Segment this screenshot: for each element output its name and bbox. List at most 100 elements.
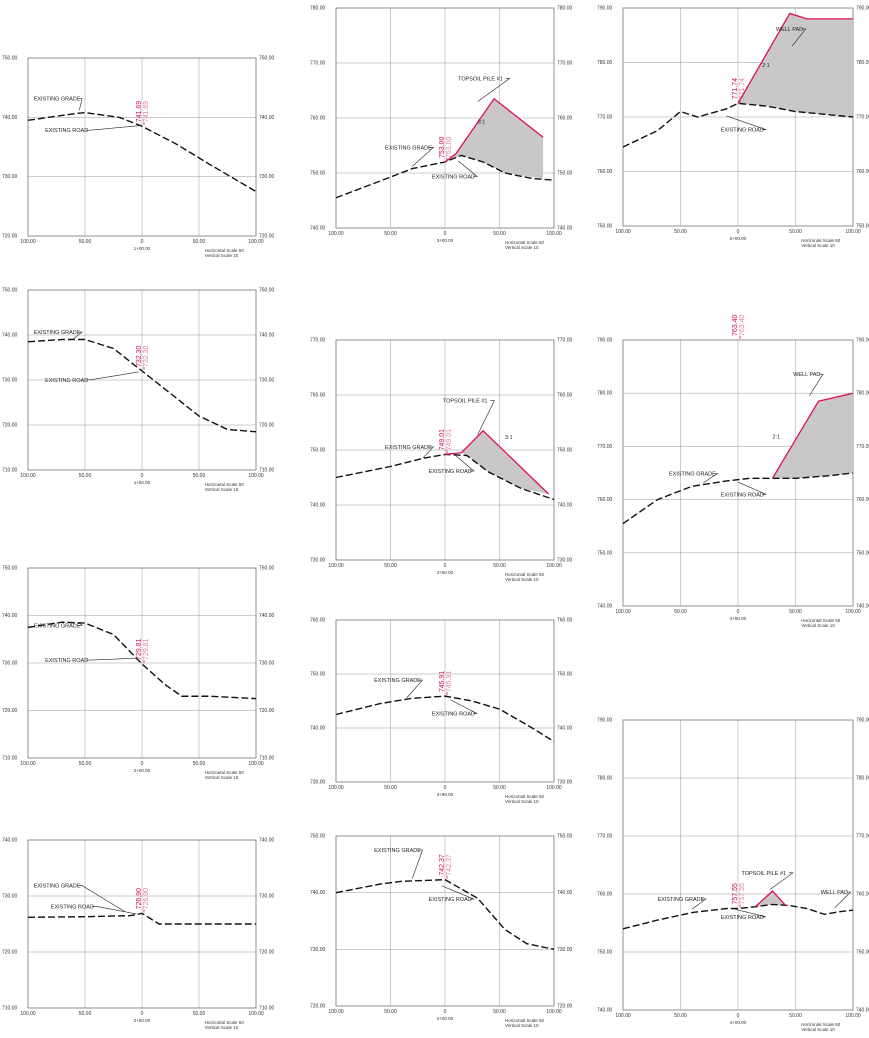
x-tick-label: 50.00	[193, 239, 206, 245]
annotation-existing-grade: EXISTING GRADE	[385, 445, 432, 451]
annotation-topsoil-pile: TOPSOIL PILE #1	[458, 77, 503, 83]
y-tick-label-right: 750.00	[856, 950, 869, 956]
fill-area	[445, 98, 544, 179]
y-tick-label-right: 730.00	[557, 947, 573, 953]
x-tick-label: 100.00	[546, 1009, 562, 1015]
y-tick-label-right: 740.00	[259, 838, 275, 844]
existing-grade-line	[335, 154, 555, 199]
leader-line	[477, 400, 495, 435]
annotation-existing-road: EXISTING ROAD	[51, 904, 94, 910]
y-tick-label-right: 780.00	[856, 776, 869, 782]
y-tick-label-right: 770.00	[856, 115, 869, 121]
y-tick-label-left: 750.00	[597, 550, 613, 556]
vertical-scale-label: Vertical Scale 10	[505, 799, 539, 804]
x-tick-label: 50.00	[674, 229, 687, 235]
station-label: 4+00.00	[730, 1020, 747, 1025]
y-tick-label-left: 760.00	[597, 892, 613, 898]
y-tick-label-right: 730.00	[259, 661, 275, 667]
fill-area	[461, 430, 549, 494]
x-tick-label: 50.00	[193, 761, 206, 767]
y-tick-label-left: 740.00	[2, 333, 18, 339]
y-tick-label-right: 760.00	[856, 497, 869, 503]
y-tick-label-right: 730.00	[557, 780, 573, 786]
x-tick-label: 50.00	[384, 1009, 397, 1015]
annotation-well-pad: WELL PAD	[821, 890, 848, 896]
existing-grade-line	[335, 695, 555, 743]
annotation-existing-grade: EXISTING GRADE	[34, 623, 81, 629]
elevation-label: 726.90	[136, 888, 143, 910]
leader-line	[422, 446, 435, 458]
y-tick-label-left: 760.00	[310, 618, 326, 624]
x-tick-label: 50.00	[79, 239, 92, 245]
x-tick-label: 50.00	[789, 1013, 802, 1019]
x-tick-label: 100.00	[845, 609, 861, 615]
y-tick-label-right: 770.00	[856, 444, 869, 450]
leader-line	[412, 849, 423, 879]
y-tick-label-left: 750.00	[2, 288, 18, 294]
y-tick-label-left: 740.00	[310, 890, 326, 896]
y-tick-label-right: 750.00	[856, 550, 869, 556]
elevation-label-duplicate: 771.74	[739, 78, 746, 100]
existing-grade-line	[27, 621, 257, 700]
station-label: 1+00.00	[134, 246, 151, 251]
y-tick-label-right: 720.00	[259, 423, 275, 429]
leader-line	[86, 125, 140, 131]
x-tick-label: 100.00	[615, 1013, 631, 1019]
proposed-grade-line	[737, 12, 853, 104]
x-tick-label: 100.00	[248, 1011, 264, 1017]
x-tick-label: 0	[444, 1009, 447, 1015]
y-tick-label-left: 750.00	[597, 950, 613, 956]
fill-area	[755, 891, 787, 907]
y-tick-label-left: 740.00	[2, 838, 18, 844]
vertical-scale-label: Vertical Scale 10	[505, 1023, 539, 1028]
y-tick-label-left: 750.00	[2, 566, 18, 572]
y-tick-label-left: 720.00	[2, 234, 18, 240]
y-tick-label-left: 730.00	[2, 894, 18, 900]
leader-line	[450, 699, 478, 714]
y-tick-label-left: 710.00	[2, 1006, 18, 1012]
y-tick-label-right: 770.00	[557, 61, 573, 67]
proposed-grade-line	[444, 429, 550, 495]
y-tick-label-right: 750.00	[557, 448, 573, 454]
x-tick-label: 0	[141, 239, 144, 245]
station-label: 3+00.00	[437, 238, 454, 243]
annotation-topsoil-pile: TOPSOIL PILE #1	[741, 871, 786, 877]
y-tick-label-left: 710.00	[2, 756, 18, 762]
y-tick-label-right: 730.00	[557, 558, 573, 564]
cross-section-6: 770.00 770.00 760.00 760.00 750.00 750.00 740.…	[310, 338, 573, 583]
annotation-existing-road: EXISTING ROAD	[429, 469, 472, 475]
y-tick-label-right: 740.00	[856, 1008, 869, 1014]
x-tick-label: 100.00	[546, 785, 562, 791]
leader-line	[770, 872, 794, 890]
x-tick-label: 0	[141, 473, 144, 479]
vertical-scale-label: Vertical Scale 10	[205, 253, 239, 258]
x-tick-label: 0	[141, 761, 144, 767]
y-tick-label-left: 750.00	[597, 224, 613, 230]
y-tick-label-right: 720.00	[259, 234, 275, 240]
elevation-label-duplicate: 749.01	[446, 429, 453, 451]
annotation-existing-road: EXISTING ROAD	[45, 128, 88, 134]
x-tick-label: 100.00	[546, 231, 562, 237]
horizontal-scale-label: Horizontal Scale 50	[505, 1018, 545, 1023]
x-tick-label: 100.00	[328, 1009, 344, 1015]
annotation-slope-31: 3:1	[505, 435, 513, 441]
y-tick-label-left: 760.00	[597, 497, 613, 503]
y-tick-label-right: 750.00	[557, 171, 573, 177]
y-tick-label-left: 790.00	[597, 6, 613, 12]
existing-grade-line	[27, 338, 257, 433]
x-tick-label: 50.00	[384, 785, 397, 791]
y-tick-label-left: 790.00	[597, 338, 613, 344]
elevation-label: 732.30	[136, 345, 143, 367]
y-tick-label-left: 770.00	[597, 115, 613, 121]
leader-line	[441, 885, 475, 900]
annotation-existing-road: EXISTING ROAD	[45, 378, 88, 384]
x-tick-label: 100.00	[328, 563, 344, 569]
y-tick-label-right: 750.00	[557, 672, 573, 678]
y-tick-label-left: 770.00	[597, 444, 613, 450]
y-tick-label-right: 750.00	[259, 566, 275, 572]
x-tick-label: 100.00	[248, 239, 264, 245]
y-tick-label-left: 760.00	[310, 116, 326, 122]
leader-line	[92, 906, 137, 915]
y-tick-label-right: 730.00	[259, 174, 275, 180]
